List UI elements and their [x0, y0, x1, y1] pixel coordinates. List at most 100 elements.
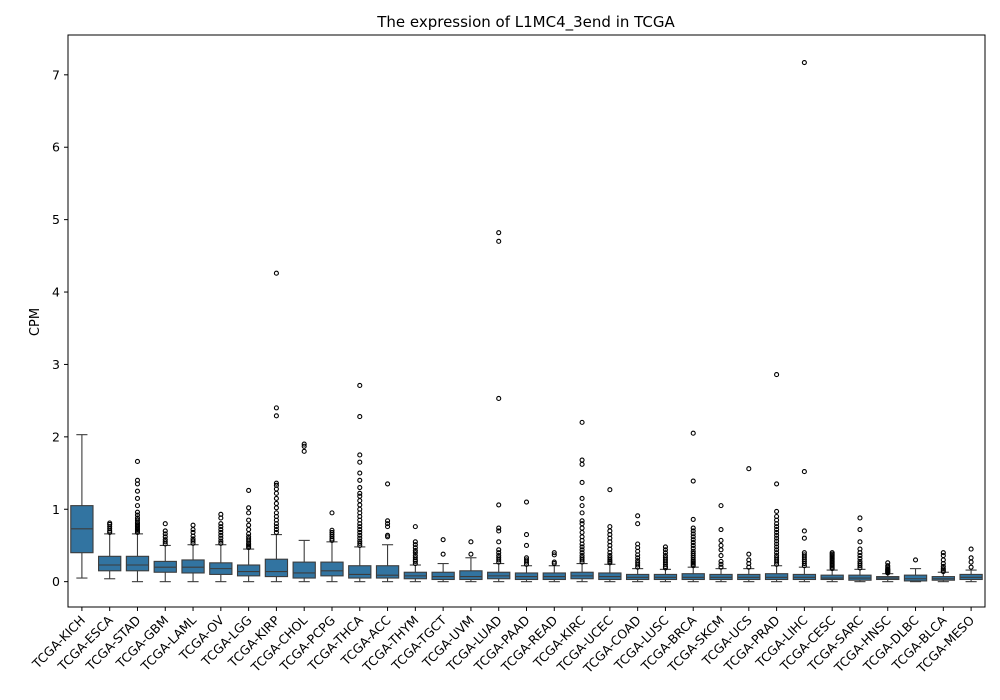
- box-tcga-ucec: [598, 487, 622, 583]
- outlier-point: [357, 502, 363, 508]
- outlier-point: [774, 535, 780, 541]
- outlier-point: [301, 443, 307, 449]
- outlier-point: [607, 524, 613, 530]
- outlier-point: [551, 552, 557, 558]
- outlier-point: [579, 495, 585, 501]
- outlier-point: [273, 480, 279, 486]
- outlier-point: [968, 546, 974, 552]
- outlier-point: [329, 527, 335, 533]
- outlier-point: [357, 477, 363, 483]
- y-tick-label: 1: [52, 502, 60, 517]
- outlier-point: [162, 537, 168, 543]
- outlier-point: [496, 395, 502, 402]
- box-tcga-acc: [375, 481, 400, 583]
- outlier-point: [885, 563, 891, 569]
- outlier-point: [468, 551, 474, 557]
- outlier-point: [273, 270, 279, 276]
- outlier-point: [190, 536, 196, 542]
- outlier-point: [690, 531, 696, 537]
- outlier-point: [134, 458, 141, 465]
- outlier-point: [385, 524, 391, 530]
- outlier-point: [218, 540, 224, 546]
- outlier-point: [273, 526, 279, 533]
- box-iqr: [820, 574, 844, 581]
- box-iqr: [264, 558, 289, 578]
- outlier-point: [134, 495, 141, 501]
- outlier-point: [440, 551, 446, 557]
- outlier-point: [857, 515, 863, 521]
- outlier-point: [246, 505, 252, 511]
- outlier-point: [523, 542, 530, 549]
- box-tcga-coad: [625, 513, 650, 583]
- box-tcga-laml: [181, 522, 205, 583]
- outlier-point: [162, 528, 168, 534]
- outlier-point: [190, 529, 196, 535]
- outlier-point: [218, 532, 224, 538]
- outlier-point: [190, 522, 196, 528]
- outlier-point: [218, 526, 224, 533]
- outlier-point: [746, 466, 752, 472]
- outlier-point: [968, 555, 974, 561]
- chart-title: The expression of L1MC4_3end in TCGA: [376, 13, 675, 32]
- box-tcga-paad: [514, 499, 539, 583]
- box-tcga-brca: [681, 430, 705, 583]
- box-tcga-lusc: [653, 544, 678, 583]
- outlier-point: [385, 481, 391, 487]
- outlier-point: [774, 544, 780, 550]
- box-iqr: [125, 555, 150, 572]
- outlier-point: [246, 534, 252, 540]
- outlier-point: [774, 547, 780, 553]
- outlier-point: [690, 516, 696, 522]
- outlier-point: [635, 521, 641, 527]
- outlier-point: [940, 553, 946, 559]
- outlier-point: [774, 541, 780, 547]
- outlier-point: [496, 555, 502, 561]
- outlier-point: [357, 382, 363, 388]
- outlier-point: [662, 550, 668, 556]
- outlier-point: [496, 238, 502, 244]
- box-tcga-ov: [209, 511, 233, 583]
- outlier-point: [190, 538, 196, 544]
- outlier-point: [273, 495, 279, 501]
- outlier-point: [273, 413, 279, 419]
- outlier-point: [218, 511, 224, 517]
- outlier-point: [774, 555, 780, 561]
- outlier-point: [635, 555, 641, 561]
- outlier-point: [273, 405, 279, 411]
- outlier-point: [718, 503, 724, 509]
- outlier-point: [134, 488, 141, 494]
- outlier-point: [107, 520, 113, 526]
- outlier-point: [801, 552, 807, 558]
- outlier-point: [718, 526, 724, 533]
- outlier-point: [746, 557, 752, 563]
- box-tcga-sarc: [848, 515, 872, 583]
- outlier-point: [523, 557, 530, 563]
- outlier-point: [440, 537, 446, 543]
- box-iqr: [292, 561, 316, 579]
- outlier-point: [579, 518, 585, 524]
- outlier-point: [857, 558, 863, 564]
- outlier-point: [718, 561, 724, 567]
- outlier-point: [579, 553, 585, 559]
- outlier-point: [579, 544, 585, 550]
- outlier-point: [523, 499, 530, 505]
- outlier-point: [690, 548, 696, 554]
- box-tcga-dlbc: [903, 557, 928, 583]
- outlier-point: [690, 545, 696, 551]
- outlier-point: [385, 532, 391, 538]
- outlier-point: [523, 555, 530, 561]
- plot-frame: [67, 34, 986, 608]
- outlier-point: [496, 502, 502, 508]
- outlier-point: [412, 555, 418, 561]
- outlier-point: [940, 550, 946, 556]
- box-iqr: [681, 573, 705, 581]
- y-axis: 0 1 2 3 4 5 6 7: [52, 67, 68, 589]
- outlier-point: [357, 470, 363, 476]
- outlier-point: [496, 539, 502, 545]
- outlier-point: [774, 524, 780, 530]
- y-tick-label: 0: [52, 574, 60, 589]
- outlier-point: [690, 525, 696, 531]
- box-iqr: [348, 565, 372, 579]
- outlier-point: [162, 534, 168, 540]
- box-tcga-kich: [70, 434, 94, 579]
